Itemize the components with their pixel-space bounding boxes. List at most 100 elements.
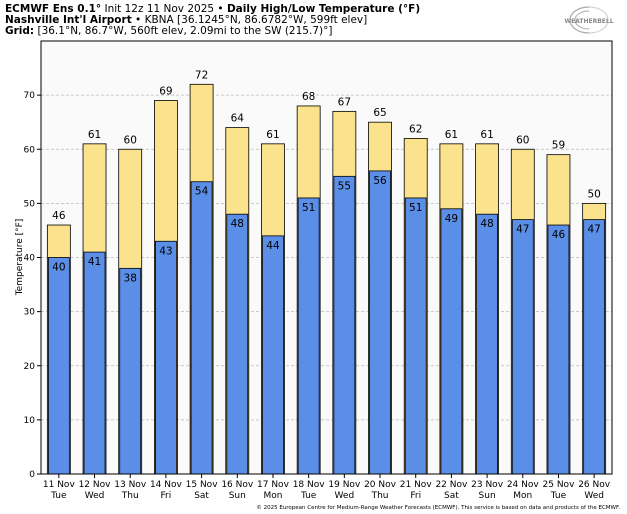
low-temp-label: 56	[373, 175, 387, 187]
x-tick-weekday: Sun	[229, 491, 246, 501]
y-tick-label: 70	[24, 91, 36, 101]
low-temp-bar	[226, 213, 249, 475]
low-temp-bar	[262, 235, 284, 475]
x-tick-weekday: Sun	[479, 491, 496, 501]
copyright-notice: © 2025 European Centre for Medium-Range …	[256, 504, 620, 511]
y-tick-label: 40	[24, 254, 36, 264]
x-tick-date: 19 Nov	[328, 480, 361, 490]
low-temp-label: 44	[266, 240, 280, 252]
svg-text:WEATHERBELL: WEATHERBELL	[564, 18, 613, 25]
low-temp-bar	[583, 219, 606, 475]
x-tick-date: 18 Nov	[293, 480, 326, 490]
init-time: Init 12z 11 Nov 2025	[104, 3, 215, 15]
x-tick-weekday: Tue	[300, 491, 317, 501]
y-tick-label: 30	[24, 308, 36, 318]
low-temp-label: 48	[480, 218, 493, 230]
low-temp-bar	[333, 175, 356, 475]
x-tick-date: 15 Nov	[186, 480, 219, 490]
x-tick-weekday: Wed	[335, 491, 355, 501]
high-temp-label: 61	[266, 129, 279, 141]
x-tick-weekday: Wed	[85, 491, 105, 501]
x-tick-weekday: Tue	[550, 491, 567, 501]
high-temp-label: 68	[302, 91, 315, 103]
y-tick-label: 50	[24, 199, 36, 209]
x-tick-weekday: Sat	[444, 491, 459, 501]
low-temp-label: 38	[124, 272, 137, 284]
y-tick-label: 20	[24, 362, 36, 372]
x-tick-date: 20 Nov	[364, 480, 397, 490]
low-temp-bar	[119, 267, 142, 475]
high-temp-label: 50	[587, 188, 600, 200]
x-tick-date: 16 Nov	[221, 480, 254, 490]
separator: •	[214, 3, 227, 15]
x-tick-date: 23 Nov	[471, 480, 504, 490]
high-temp-label: 69	[159, 86, 172, 98]
low-temp-label: 40	[52, 262, 65, 274]
x-tick-weekday: Wed	[584, 491, 604, 501]
low-temp-bar	[511, 219, 534, 475]
x-tick-date: 12 Nov	[79, 480, 112, 490]
low-temp-label: 46	[552, 229, 566, 241]
low-temp-bar	[440, 208, 463, 475]
separator: •	[131, 14, 145, 26]
header-line-2: Nashville Int'l Airport • KBNA [36.1245°…	[5, 14, 367, 26]
station-info: KBNA [36.1245°N, 86.6782°W, 599ft elev]	[144, 14, 368, 26]
grid-info: [36.1°N, 86.7°W, 560ft elev, 2.09mi to t…	[37, 25, 333, 37]
bars: 46 40 61 41 60 38 69 43 72 54 64 48 61 44 68 51 67 55 65 56…	[46, 69, 607, 475]
x-tick-date: 24 Nov	[507, 480, 540, 490]
low-temp-label: 49	[445, 213, 458, 225]
low-temp-bar	[369, 170, 391, 475]
y-axis-ticks: 0 10 20 30 40 50 60 70	[24, 91, 41, 480]
x-tick-weekday: Thu	[371, 491, 389, 501]
x-tick-date: 13 Nov	[114, 480, 147, 490]
x-tick-weekday: Thu	[121, 491, 139, 501]
y-axis-label: Temperature [°F]	[15, 219, 25, 297]
station-name: Nashville Int'l Airport	[5, 14, 132, 26]
y-tick-label: 0	[29, 470, 35, 480]
high-temp-label: 61	[480, 129, 493, 141]
low-temp-label: 55	[338, 180, 351, 192]
low-temp-label: 47	[516, 224, 529, 236]
x-tick-date: 21 Nov	[400, 480, 433, 490]
product-title: Daily High/Low Temperature (°F)	[226, 3, 421, 15]
x-tick-weekday: Fri	[410, 491, 421, 501]
grid-label: Grid:	[5, 25, 35, 37]
x-tick-date: 14 Nov	[150, 480, 183, 490]
high-temp-label: 59	[552, 140, 565, 152]
low-temp-bar	[297, 197, 320, 475]
low-temp-label: 51	[302, 202, 315, 214]
low-temp-bar	[404, 197, 427, 475]
low-temp-bar	[190, 181, 213, 475]
x-tick-date: 26 Nov	[578, 480, 611, 490]
high-temp-label: 67	[338, 96, 351, 108]
low-temp-label: 47	[587, 224, 600, 236]
header-line-1: ECMWF Ens 0.1° Init 12z 11 Nov 2025 • Da…	[5, 3, 420, 15]
low-temp-bar	[547, 224, 570, 475]
low-temp-label: 41	[88, 256, 101, 268]
low-temp-bar	[47, 257, 70, 475]
y-tick-label: 10	[24, 416, 36, 426]
high-temp-label: 62	[409, 123, 422, 135]
high-temp-label: 46	[52, 210, 66, 222]
high-temp-label: 72	[195, 69, 208, 81]
x-tick-date: 11 Nov	[43, 480, 76, 490]
y-tick-label: 60	[24, 145, 36, 155]
x-tick-date: 22 Nov	[435, 480, 468, 490]
x-tick-weekday: Fri	[161, 491, 172, 501]
low-temp-label: 51	[409, 202, 422, 214]
low-temp-bar	[83, 251, 106, 475]
x-tick-date: 25 Nov	[543, 480, 576, 490]
x-tick-weekday: Tue	[50, 491, 67, 501]
header-line-3: Grid: [36.1°N, 86.7°W, 560ft elev, 2.09m…	[5, 25, 332, 37]
x-tick-weekday: Mon	[513, 491, 532, 501]
low-temp-label: 48	[231, 218, 244, 230]
x-tick-date: 17 Nov	[257, 480, 290, 490]
weatherbell-logo: WEATHERBELL	[564, 6, 614, 34]
high-temp-label: 60	[516, 134, 529, 146]
high-temp-label: 64	[231, 113, 245, 125]
low-temp-label: 54	[195, 186, 209, 198]
low-temp-label: 43	[159, 245, 172, 257]
high-temp-label: 60	[124, 134, 137, 146]
